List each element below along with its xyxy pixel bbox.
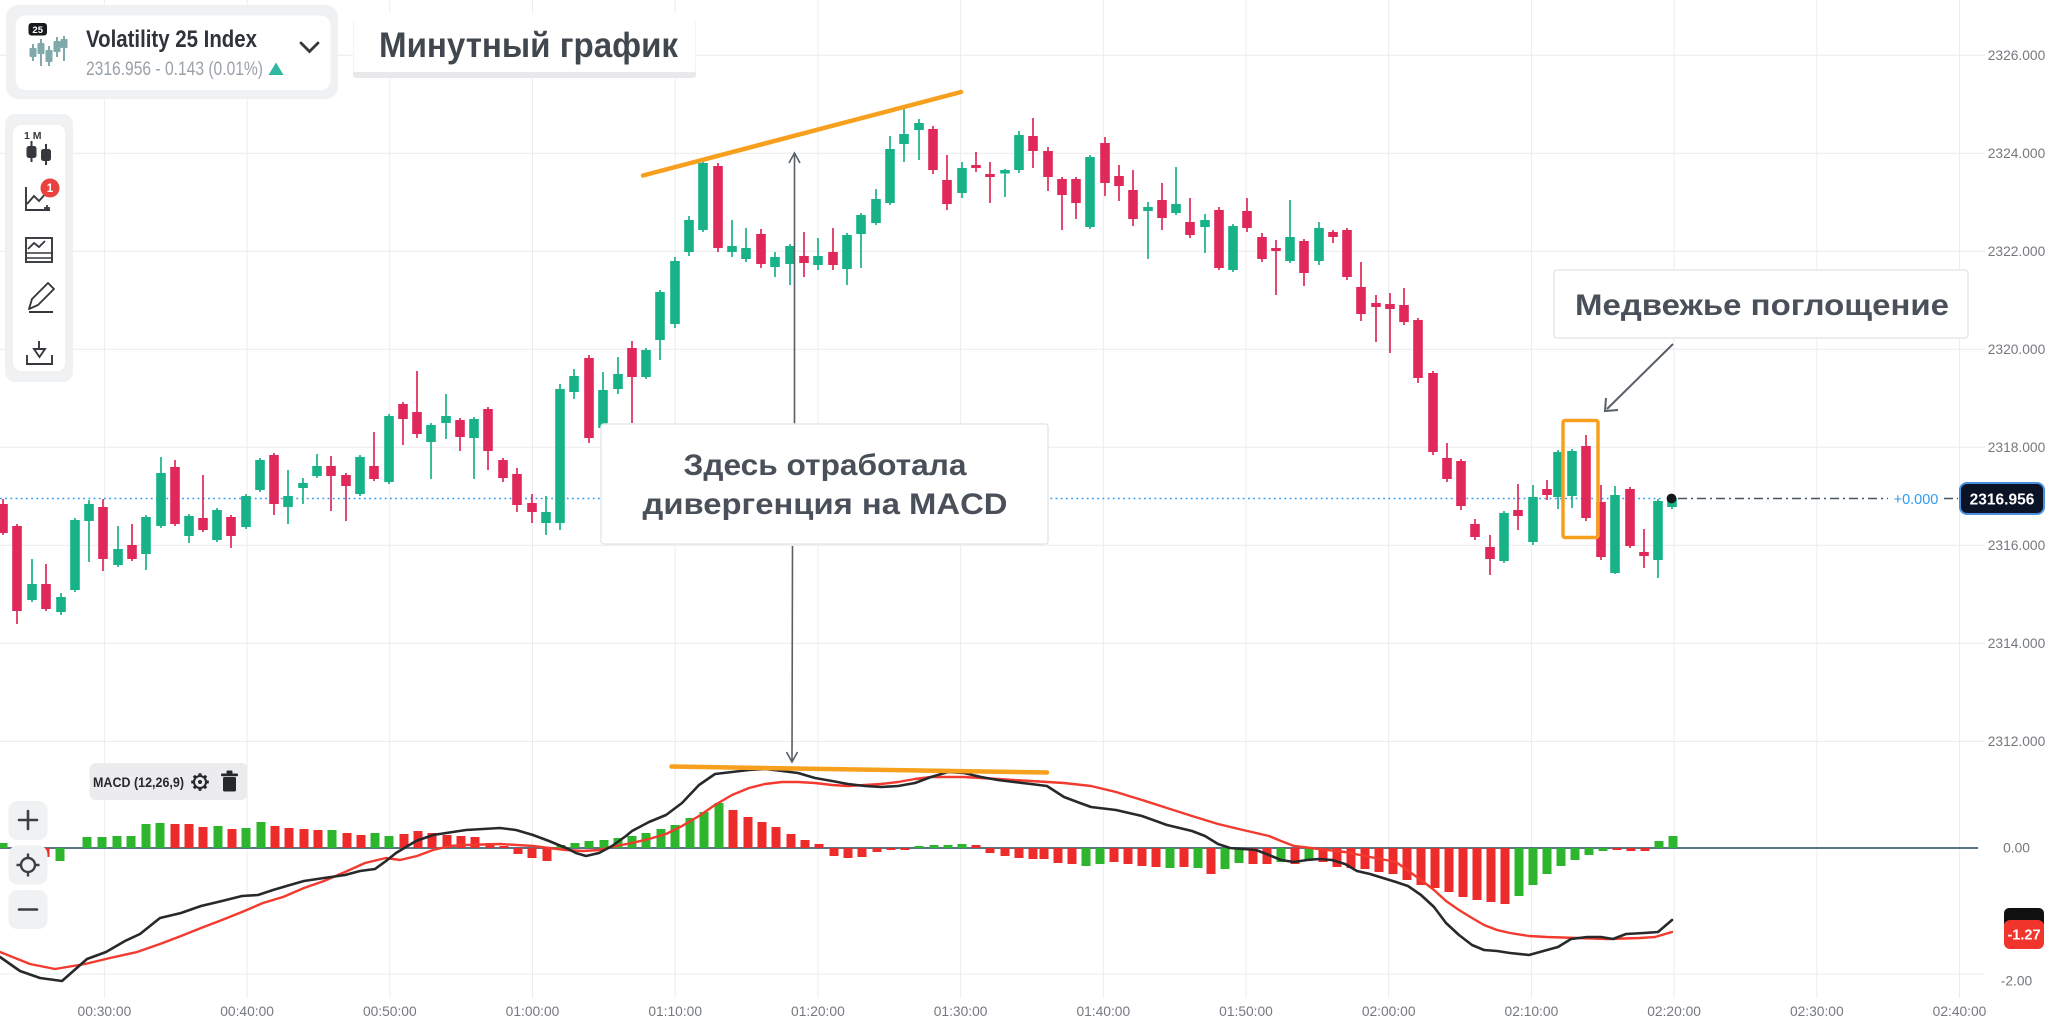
svg-text:MACD (12,26,9): MACD (12,26,9) [93,774,184,790]
svg-text:02:40:00: 02:40:00 [1933,1004,1987,1019]
svg-text:01:20:00: 01:20:00 [791,1004,845,1019]
svg-text:2314.000: 2314.000 [1988,636,2046,651]
svg-text:01:00:00: 01:00:00 [506,1004,560,1019]
svg-text:2316.000: 2316.000 [1988,538,2046,553]
svg-text:25: 25 [32,25,43,36]
svg-text:01:10:00: 01:10:00 [648,1004,702,1019]
svg-text:-1.27: -1.27 [2007,928,2040,944]
svg-text:01:40:00: 01:40:00 [1076,1004,1130,1019]
svg-text:2320.000: 2320.000 [1988,342,2046,357]
svg-text:00:50:00: 00:50:00 [363,1004,417,1019]
svg-text:+0.000: +0.000 [1894,492,1939,508]
svg-text:Минутный график: Минутный график [379,26,678,65]
svg-text:2322.000: 2322.000 [1988,244,2046,259]
svg-text:2316.956: 2316.956 [1970,492,2035,509]
svg-text:2324.000: 2324.000 [1988,146,2046,161]
svg-text:00:40:00: 00:40:00 [220,1004,274,1019]
svg-text:дивергенция на MACD: дивергенция на MACD [643,488,1008,521]
svg-text:Здесь отработала: Здесь отработала [684,449,967,482]
svg-text:2312.000: 2312.000 [1988,734,2046,749]
svg-text:-2.00: -2.00 [2001,974,2033,989]
svg-text:02:00:00: 02:00:00 [1362,1004,1416,1019]
svg-text:Медвежье поглощение: Медвежье поглощение [1575,289,1949,322]
svg-text:2326.000: 2326.000 [1988,48,2046,63]
svg-text:Volatility 25 Index: Volatility 25 Index [86,26,257,53]
svg-text:02:10:00: 02:10:00 [1505,1004,1559,1019]
svg-text:2316.956 - 0.143 (0.01%): 2316.956 - 0.143 (0.01%) [86,58,263,80]
svg-text:00:30:00: 00:30:00 [78,1004,132,1019]
svg-text:1: 1 [47,183,54,195]
svg-text:1 M: 1 M [24,130,42,142]
svg-text:02:30:00: 02:30:00 [1790,1004,1844,1019]
svg-text:01:50:00: 01:50:00 [1219,1004,1273,1019]
svg-text:2318.000: 2318.000 [1988,440,2046,455]
svg-text:0.00: 0.00 [2003,841,2030,856]
svg-text:01:30:00: 01:30:00 [934,1004,988,1019]
svg-text:02:20:00: 02:20:00 [1647,1004,1701,1019]
